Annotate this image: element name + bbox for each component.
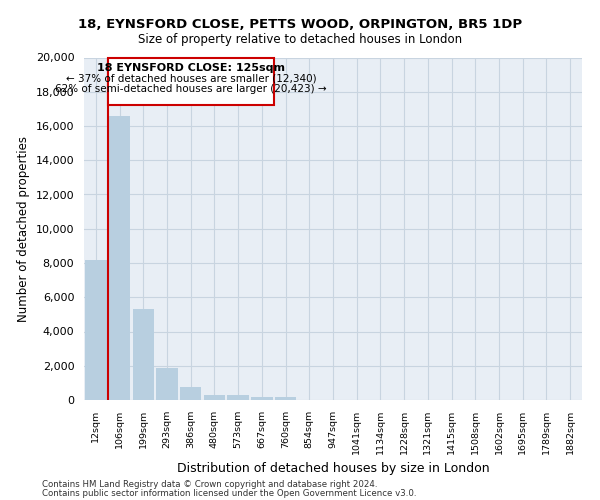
Text: Contains HM Land Registry data © Crown copyright and database right 2024.: Contains HM Land Registry data © Crown c… — [42, 480, 377, 489]
X-axis label: Distribution of detached houses by size in London: Distribution of detached houses by size … — [176, 462, 490, 475]
Text: 18, EYNSFORD CLOSE, PETTS WOOD, ORPINGTON, BR5 1DP: 18, EYNSFORD CLOSE, PETTS WOOD, ORPINGTO… — [78, 18, 522, 30]
FancyBboxPatch shape — [108, 58, 274, 106]
Bar — [133, 309, 154, 400]
Text: Contains public sector information licensed under the Open Government Licence v3: Contains public sector information licen… — [42, 488, 416, 498]
Text: ← 37% of detached houses are smaller (12,340): ← 37% of detached houses are smaller (12… — [65, 74, 316, 84]
Bar — [204, 395, 225, 400]
Bar — [227, 396, 249, 400]
Bar — [275, 397, 296, 400]
Bar — [251, 396, 272, 400]
Text: 18 EYNSFORD CLOSE: 125sqm: 18 EYNSFORD CLOSE: 125sqm — [97, 64, 285, 74]
Bar — [157, 368, 178, 400]
Y-axis label: Number of detached properties: Number of detached properties — [17, 136, 30, 322]
Bar — [85, 260, 107, 400]
Bar — [180, 387, 202, 400]
Text: Size of property relative to detached houses in London: Size of property relative to detached ho… — [138, 32, 462, 46]
Text: 62% of semi-detached houses are larger (20,423) →: 62% of semi-detached houses are larger (… — [55, 84, 327, 94]
Bar — [109, 116, 130, 400]
